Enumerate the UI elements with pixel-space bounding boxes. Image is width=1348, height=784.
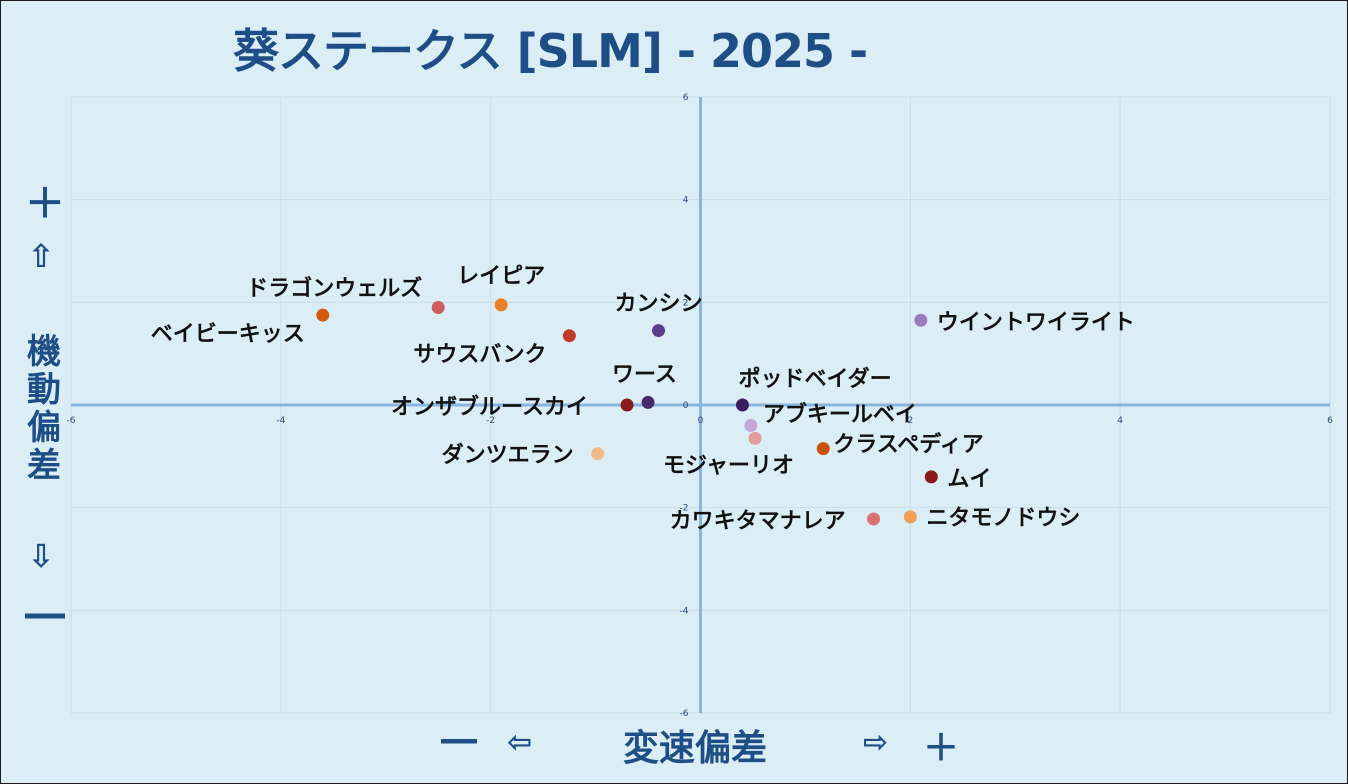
y-tick-label: -6: [680, 709, 689, 719]
y-axis-label: 機動偏差: [27, 332, 61, 486]
point-label: ドラゴンウェルズ: [246, 275, 422, 301]
data-point: [591, 447, 605, 461]
x-tick-label: 6: [1327, 416, 1333, 426]
data-point: [431, 300, 445, 314]
tick-labels: -6 -4 -2 0 2 4 6 6 4 2 0 -2 -4 -6: [67, 93, 1334, 719]
point-label: ニタモノドウシ: [926, 506, 1080, 531]
point-label: ワース: [612, 362, 677, 387]
data-point: [903, 510, 917, 524]
point-label: アブキールベイ: [763, 402, 917, 428]
x-tick-label: 4: [1117, 416, 1123, 426]
data-point: [620, 398, 634, 412]
x-tick-label: -4: [276, 416, 285, 426]
data-point: [652, 324, 666, 338]
point-label: モジャーリオ: [663, 453, 794, 478]
x-axis-minus-sign: ―: [441, 719, 477, 760]
zero-axes: [71, 97, 1330, 713]
data-point: [816, 442, 830, 456]
data-point: [494, 298, 508, 312]
point-label: クラスペディア: [833, 432, 983, 458]
y-tick-label: 6: [683, 93, 689, 103]
left-arrow-icon: ⇦: [507, 725, 533, 760]
data-points: [316, 298, 938, 526]
point-label: カンシン: [615, 292, 703, 317]
x-tick-label: 2: [907, 416, 913, 426]
data-point: [316, 308, 330, 322]
y-axis-minus-sign: ―: [25, 591, 65, 637]
data-point: [914, 313, 928, 327]
data-point: [867, 512, 881, 526]
data-point: [562, 329, 576, 343]
point-label: ウイントワイライト: [937, 310, 1135, 335]
y-tick-label: -4: [680, 606, 689, 616]
x-axis-plus-sign: ＋: [923, 728, 960, 769]
y-tick-label: 2: [683, 298, 689, 308]
y-axis-plus-sign: ＋: [25, 181, 65, 227]
x-tick-label: -6: [67, 416, 76, 426]
y-tick-label: 4: [683, 196, 689, 206]
point-label: オンザブルースカイ: [391, 394, 588, 420]
data-point: [748, 431, 762, 445]
point-label: レイピア: [457, 264, 545, 289]
right-arrow-icon: ⇨: [863, 725, 889, 760]
point-label: カワキタマナレア: [670, 509, 846, 534]
point-label: ムイ: [947, 467, 991, 492]
x-tick-label: -2: [486, 416, 495, 426]
y-tick-label: -2: [680, 504, 689, 514]
point-label: ダンツエラン: [442, 442, 574, 468]
up-arrow-icon: ⇧: [27, 237, 55, 275]
point-label: ポッドベイダー: [738, 366, 891, 392]
x-tick-label: 0: [698, 416, 704, 426]
y-tick-label: 0: [683, 401, 689, 411]
data-point: [735, 398, 749, 412]
data-point: [924, 470, 938, 484]
data-point: [744, 419, 758, 433]
point-label: ベイビーキッス: [151, 322, 305, 347]
down-arrow-icon: ⇩: [27, 537, 55, 575]
point-label: サウスバンク: [413, 343, 546, 368]
data-point: [641, 395, 655, 409]
x-axis-label: 変速偏差: [623, 728, 768, 769]
chart-title: 葵ステークス [SLM] - 2025 -: [233, 24, 868, 78]
